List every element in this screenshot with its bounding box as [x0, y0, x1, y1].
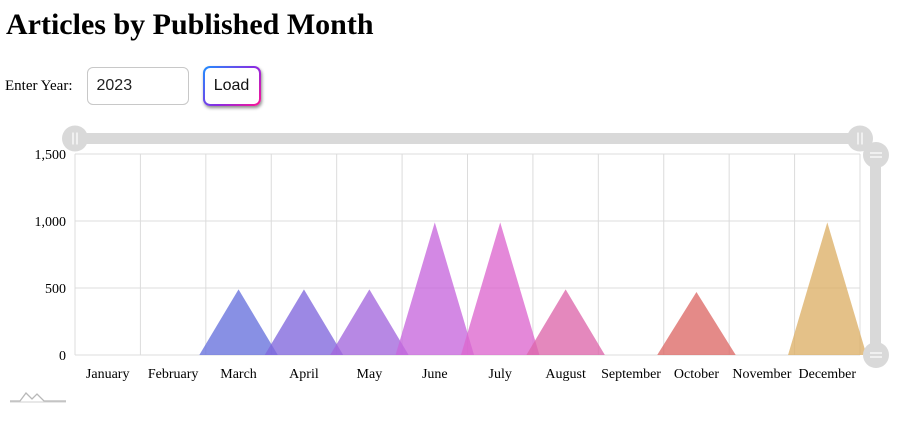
horizontal-scrollbar[interactable]	[62, 125, 873, 152]
bar-october[interactable]	[657, 292, 736, 355]
chart-logo-icon	[10, 392, 66, 403]
x-tick-label: June	[422, 367, 448, 382]
horizontal-scrollbar-track[interactable]	[75, 133, 860, 144]
chart-svg: 0 500 1,000 1,500 January February March April M…	[10, 125, 889, 403]
bar-august[interactable]	[526, 289, 605, 355]
scrollbar-end-grip[interactable]	[847, 125, 873, 152]
bar-may[interactable]	[330, 289, 409, 355]
x-tick-label: February	[148, 367, 199, 382]
year-input[interactable]	[86, 67, 189, 105]
x-tick-label: November	[732, 367, 791, 382]
load-button[interactable]: Load	[204, 68, 259, 104]
bar-july[interactable]	[460, 222, 540, 355]
x-tick-label: March	[220, 367, 257, 382]
tick-labels: 0 500 1,000 1,500 January February March April M…	[35, 148, 857, 382]
vertical-scrollbar[interactable]	[863, 142, 889, 368]
x-tick-label: December	[799, 367, 857, 382]
vertical-scrollbar-track[interactable]	[870, 155, 881, 355]
bar-december[interactable]	[788, 222, 867, 355]
page-title: Articles by Published Month	[6, 8, 374, 41]
scrollbar-start-grip[interactable]	[62, 125, 88, 152]
bar-march[interactable]	[199, 289, 278, 355]
x-tick-label: May	[357, 367, 383, 382]
grid	[74, 153, 861, 356]
x-tick-label: January	[86, 367, 130, 382]
y-tick-label: 1,000	[35, 215, 67, 230]
x-tick-label: August	[545, 367, 586, 382]
y-tick-label: 0	[59, 349, 66, 364]
scrollbar-bottom-grip[interactable]	[863, 342, 889, 368]
y-tick-label: 500	[45, 282, 66, 297]
bars	[199, 222, 867, 355]
year-label: Enter Year:	[5, 77, 73, 94]
scrollbar-top-grip[interactable]	[863, 142, 889, 168]
x-tick-label: April	[289, 367, 319, 382]
x-tick-label: October	[674, 367, 719, 382]
load-button-frame: Load	[202, 66, 261, 106]
bar-june[interactable]	[395, 222, 475, 355]
y-tick-label: 1,500	[35, 148, 67, 163]
x-tick-label: September	[601, 367, 661, 382]
bar-april[interactable]	[264, 289, 344, 355]
year-controls: Enter Year: Load	[5, 66, 261, 106]
x-tick-label: July	[489, 367, 512, 382]
